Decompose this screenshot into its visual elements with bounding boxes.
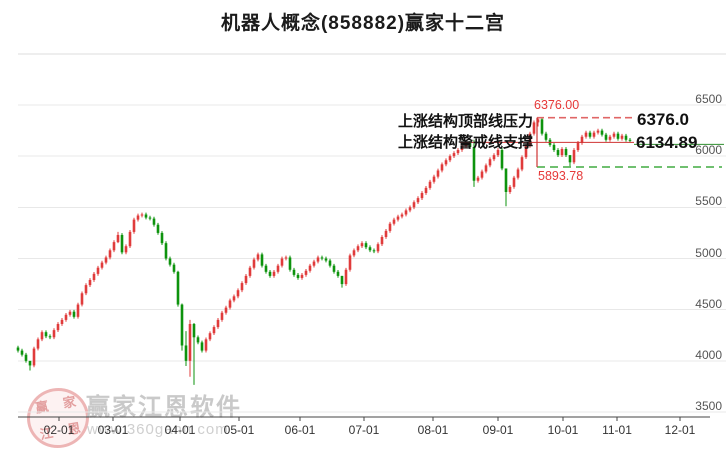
pressure-line-annotation: 上涨结构顶部线压力 bbox=[397, 113, 533, 130]
x-axis-label: 12-01 bbox=[664, 423, 696, 437]
x-axis-label: 02-01 bbox=[43, 423, 75, 437]
support-line-annotation: 上涨结构警戒线支撑 bbox=[397, 134, 533, 151]
peak-price-label: 6376.00 bbox=[534, 98, 580, 112]
y-axis-label: 6000 bbox=[695, 143, 722, 158]
y-axis-label: 5000 bbox=[695, 245, 722, 260]
x-axis-label: 10-01 bbox=[547, 423, 579, 437]
y-axis-label: 4000 bbox=[695, 347, 722, 362]
watermark-url-text: www.360gann.com bbox=[87, 421, 229, 438]
x-axis-label: 11-01 bbox=[602, 423, 632, 437]
y-axis-label: 3500 bbox=[695, 399, 722, 413]
x-axis-label: 07-01 bbox=[348, 423, 380, 437]
low-price-label: 5893.78 bbox=[538, 169, 584, 183]
x-axis-label: 08-01 bbox=[417, 423, 449, 437]
x-axis-label: 09-01 bbox=[482, 423, 514, 437]
y-axis-label: 5500 bbox=[695, 194, 722, 209]
y-axis-label: 4500 bbox=[695, 296, 722, 311]
x-axis-label: 05-01 bbox=[223, 423, 255, 437]
x-axis-label: 06-01 bbox=[284, 423, 316, 437]
support-value-label: 6134.89 bbox=[636, 133, 698, 152]
x-axis-label: 04-01 bbox=[164, 423, 196, 437]
page-title: 机器人概念(858882)赢家十二宫 bbox=[220, 13, 506, 34]
pressure-value-label: 6376.0 bbox=[637, 110, 689, 129]
y-axis-label: 6500 bbox=[695, 92, 722, 106]
x-axis-label: 03-01 bbox=[97, 423, 129, 437]
